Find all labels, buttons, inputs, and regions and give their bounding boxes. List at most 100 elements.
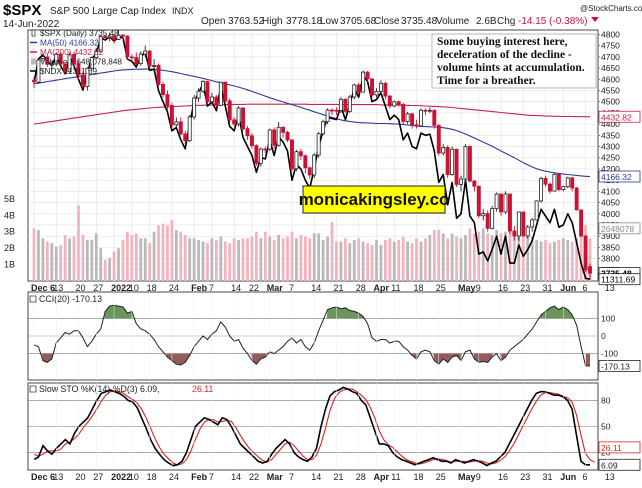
candle-body (410, 113, 415, 126)
candle-body (290, 139, 294, 170)
price-tag-box (598, 222, 641, 235)
legend-label: MA(200) 4432.82 (40, 48, 104, 57)
candle-body (419, 109, 423, 127)
cci-fill (585, 353, 590, 366)
candle-body (112, 35, 117, 40)
price-tick-label: 3800 (601, 254, 620, 264)
volume-bar (352, 239, 356, 281)
volume-bar (45, 241, 49, 281)
x-tick-label: 31 (543, 283, 553, 293)
watermark-box (302, 185, 446, 214)
volume-bar (214, 239, 218, 281)
volume-tick-label: 5B (4, 194, 15, 204)
volume-bar (170, 220, 174, 281)
volume-bar (539, 241, 543, 281)
volume-bar (441, 233, 445, 281)
high-value: 3778.18 (286, 16, 323, 27)
candle-body (227, 100, 232, 121)
x-tick-label: Mar (267, 283, 284, 293)
legend-label: MA(50) 4166.32 (40, 39, 99, 48)
candle-body (67, 54, 72, 73)
candle-body (143, 50, 148, 55)
x-tick-label-bottom: 7 (209, 472, 214, 482)
candle-body (103, 36, 108, 39)
x-tick-label-bottom: May (458, 472, 476, 482)
volume-bar (94, 233, 98, 281)
price-tick-label: 4550 (601, 86, 620, 96)
volume-tick-label: 2B (4, 243, 15, 253)
candle-body (245, 128, 250, 137)
volume-bar (446, 238, 450, 281)
candle-body (138, 53, 143, 65)
volume-bar (50, 243, 54, 281)
cci-tag-box (598, 360, 641, 372)
price-tick-label: 4800 (601, 29, 620, 39)
candle-body (232, 119, 237, 125)
candle-body (539, 177, 544, 202)
volume-bar (201, 241, 205, 281)
stoch-k-line (33, 386, 590, 467)
x-tick-label-bottom: 14 (231, 472, 241, 482)
candle-body (169, 105, 174, 126)
price-tag-box (598, 273, 641, 286)
volume-bar (450, 233, 454, 281)
candle-body (485, 213, 490, 229)
candle-body (76, 63, 81, 76)
volume-bar (210, 238, 214, 281)
x-tick-label: May (458, 283, 476, 293)
candle-body (312, 154, 317, 176)
volume-bar (472, 233, 476, 281)
volume-bar (286, 236, 289, 281)
candle-body (494, 193, 499, 210)
volume-bar (90, 239, 94, 281)
candle-body (129, 56, 134, 59)
candle-body (32, 79, 36, 82)
low-label: Low (320, 16, 339, 27)
candle-body (85, 67, 90, 87)
open-value: 3763.52 (228, 16, 265, 27)
annotation-line-4: Time for a breather. (437, 75, 536, 87)
candle-body (374, 91, 379, 96)
candle-body (343, 98, 348, 112)
volume-bar (406, 241, 410, 281)
candle-body (459, 178, 463, 185)
price-tick-label: 4350 (601, 130, 620, 140)
volume-bar (197, 239, 200, 281)
volume-bar (152, 231, 156, 281)
volume-bar (366, 243, 369, 281)
candles (32, 30, 592, 280)
x-tick-label-bottom: 13 (605, 472, 615, 482)
stoch-legend-d: 26.11 (192, 384, 213, 394)
low-value: 3705.68 (340, 16, 377, 27)
candle-body (241, 107, 246, 130)
candle-body (281, 126, 286, 133)
volume-bar (41, 238, 45, 281)
price-tick-label: 3900 (601, 231, 620, 241)
volume-bar (174, 230, 178, 281)
x-tick-label-bottom: 21 (333, 472, 343, 482)
volume-bar (339, 241, 343, 281)
stoch-indicator: 80 50 20 Slow STO %K(14) %D(3) 6.09, 26.11 26… (28, 383, 641, 482)
x-tick-label-bottom: 7 (289, 472, 294, 482)
header-date: 14-Jun-2022 (3, 19, 60, 30)
volume-label: Volume (436, 16, 470, 27)
x-tick-label-bottom: 28 (356, 472, 366, 482)
x-tick-label-bottom: 18 (147, 472, 157, 482)
candle-body (338, 98, 343, 111)
candle-body (80, 74, 85, 87)
x-tick-label: 21 (333, 283, 343, 293)
volume-bar (126, 231, 129, 281)
chg-label: Chg (497, 16, 515, 27)
volume-bar (508, 230, 512, 281)
candle-body (370, 78, 375, 96)
volume-bar (375, 239, 378, 281)
legend-label: Volume 2,648,078,848 (40, 58, 122, 67)
candle-body (467, 146, 472, 182)
price-tick-label: 4500 (601, 97, 620, 107)
stoch-legend-icon (29, 385, 37, 393)
volume-bar (517, 233, 521, 281)
volume-bar (272, 239, 276, 281)
volume-bar (59, 244, 63, 281)
candle-body (72, 54, 76, 65)
